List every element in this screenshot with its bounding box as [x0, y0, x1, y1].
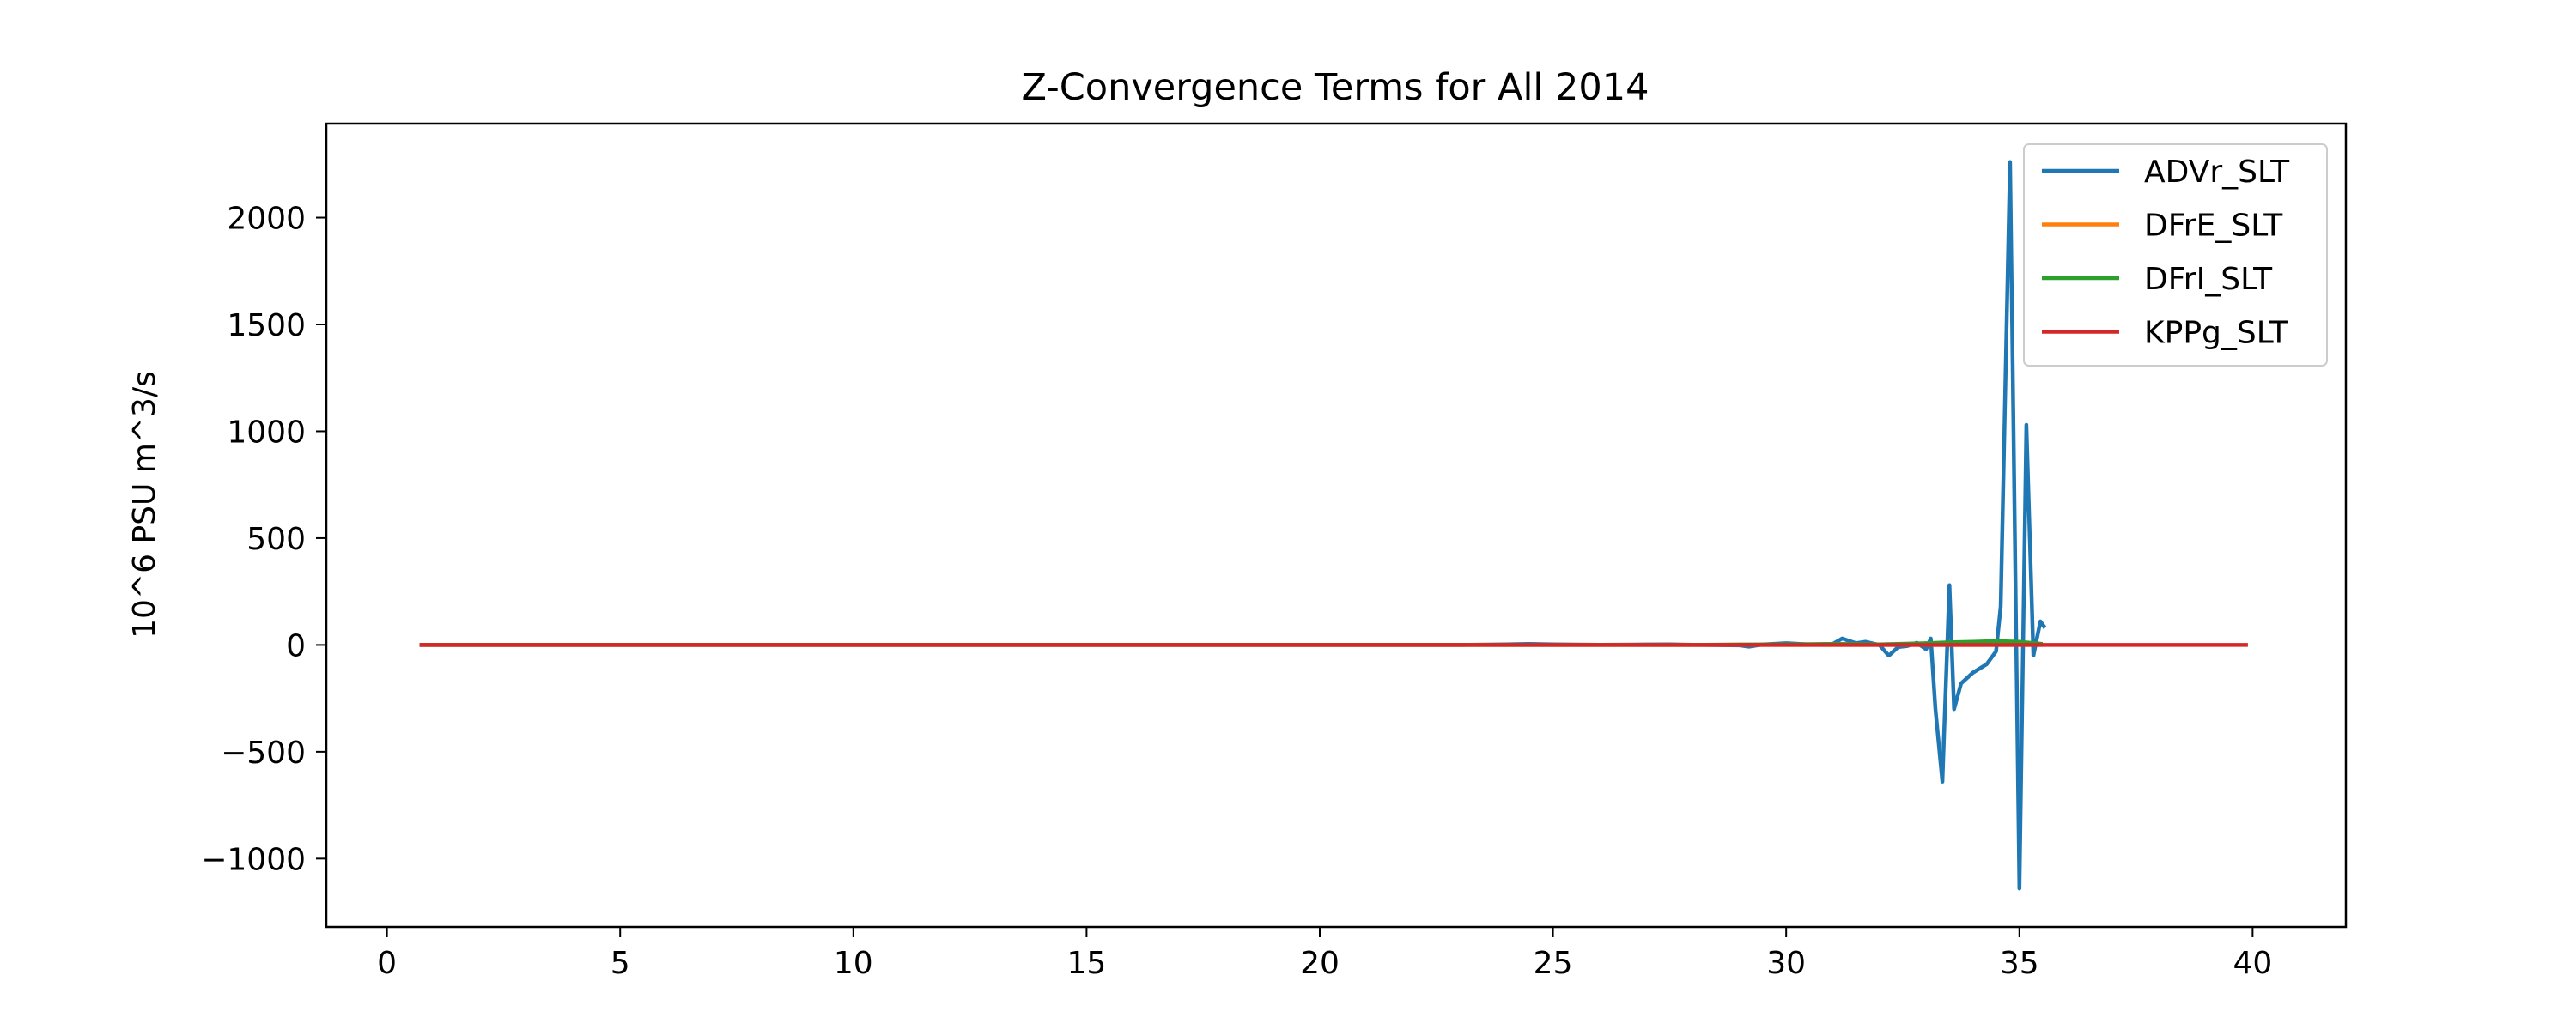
x-tick-label: 30	[1766, 946, 1806, 981]
y-tick-label: 0	[286, 628, 306, 663]
legend-label-advr-slt: ADVr_SLT	[2144, 154, 2290, 190]
x-tick-label: 35	[2000, 946, 2039, 981]
chart-title: Z-Convergence Terms for All 2014	[1022, 66, 1649, 109]
x-tick-label: 10	[834, 946, 873, 981]
legend-label-dfri-slt: DFrI_SLT	[2144, 262, 2273, 297]
y-axis-label: 10^6 PSU m^3/s	[127, 371, 162, 639]
y-tick-label: 2000	[227, 202, 306, 237]
y-axis: −1000 −500 0 500 1000 1500 2000	[201, 202, 326, 877]
x-tick-label: 40	[2233, 946, 2272, 981]
plot-area	[325, 122, 2348, 929]
legend-box	[2023, 143, 2328, 367]
x-tick-label: 15	[1066, 946, 1106, 981]
plot-frame	[325, 122, 2348, 929]
y-tick-label: −500	[221, 736, 306, 771]
legend-label-kppg-slt: KPPg_SLT	[2144, 316, 2289, 351]
y-tick-label: 1000	[227, 415, 306, 450]
legend: ADVr_SLT DFrE_SLT DFrI_SLT KPPg_SLT	[2023, 143, 2328, 367]
y-tick-label: 500	[246, 522, 306, 557]
legend-label-dfre-slt: DFrE_SLT	[2144, 209, 2283, 244]
x-axis: 0 5 10 15 20 25 30 35 40	[377, 927, 2272, 981]
x-tick-label: 25	[1534, 946, 1573, 981]
x-tick-label: 5	[611, 946, 630, 981]
y-tick-label: −1000	[201, 842, 306, 877]
x-tick-label: 20	[1300, 946, 1340, 981]
y-tick-label: 1500	[227, 308, 306, 343]
series-layer	[419, 160, 2248, 891]
x-tick-label: 0	[377, 946, 397, 981]
